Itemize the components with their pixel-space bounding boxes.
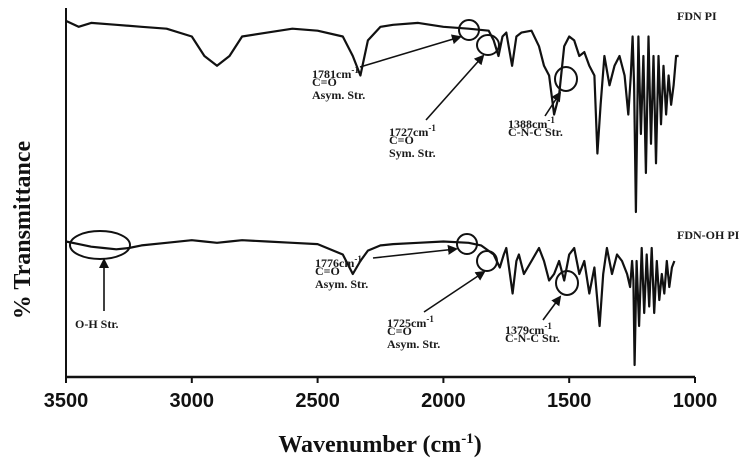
annotations: 1781cm-1 C=O Asym. Str. 1727cm-1 C=O Sym. Str… [69, 19, 579, 351]
annotation-arrow [542, 295, 562, 321]
annotation-arrow [544, 91, 562, 117]
peak-circle [458, 19, 480, 41]
series-line [65, 239, 676, 367]
x-tick-label: 3000 [170, 390, 215, 412]
peak-circle [554, 66, 578, 92]
x-tick-label: 1000 [673, 390, 718, 412]
annotation-arrow [359, 34, 462, 68]
annotation-arrow [425, 54, 485, 121]
annotation-arrow [372, 244, 458, 259]
series-label: FDN PI [677, 9, 717, 23]
x-axis-label: Wavenumber (cm-1) [278, 431, 481, 458]
annotation-text: 1388cm-1 C-N-C Str. [508, 115, 563, 139]
x-tick-label: 3500 [44, 390, 89, 412]
x-ticks: 3500 3000 2500 2000 1500 1000 [44, 377, 718, 412]
peak-circle [555, 270, 579, 296]
annotation-arrow [423, 270, 486, 313]
annotation-text: 1725cm-1 C=O Asym. Str. [387, 314, 440, 351]
annotation-text: O-H Str. [75, 317, 119, 331]
x-tick-label: 1500 [547, 390, 592, 412]
annotation-text: 1776cm-1 C=O Asym. Str. [315, 254, 368, 291]
series-label: FDN-OH PI [677, 228, 740, 242]
spectra: FDN PI FDN-OH PI [65, 9, 740, 367]
x-tick-label: 2500 [295, 390, 340, 412]
peak-circle [476, 250, 498, 272]
annotation-text: 1379cm-1 C-N-C Str. [505, 321, 560, 345]
peak-circle [456, 233, 478, 255]
annotation-text: 1781cm-1 C=O Asym. Str. [312, 65, 365, 102]
peak-circle [476, 34, 500, 56]
annotation-text: 1727cm-1 C=O Sym. Str. [389, 123, 436, 160]
series-line [65, 19, 679, 214]
y-axis-label: % Transmittance [10, 140, 36, 319]
x-tick-label: 2000 [421, 390, 466, 412]
